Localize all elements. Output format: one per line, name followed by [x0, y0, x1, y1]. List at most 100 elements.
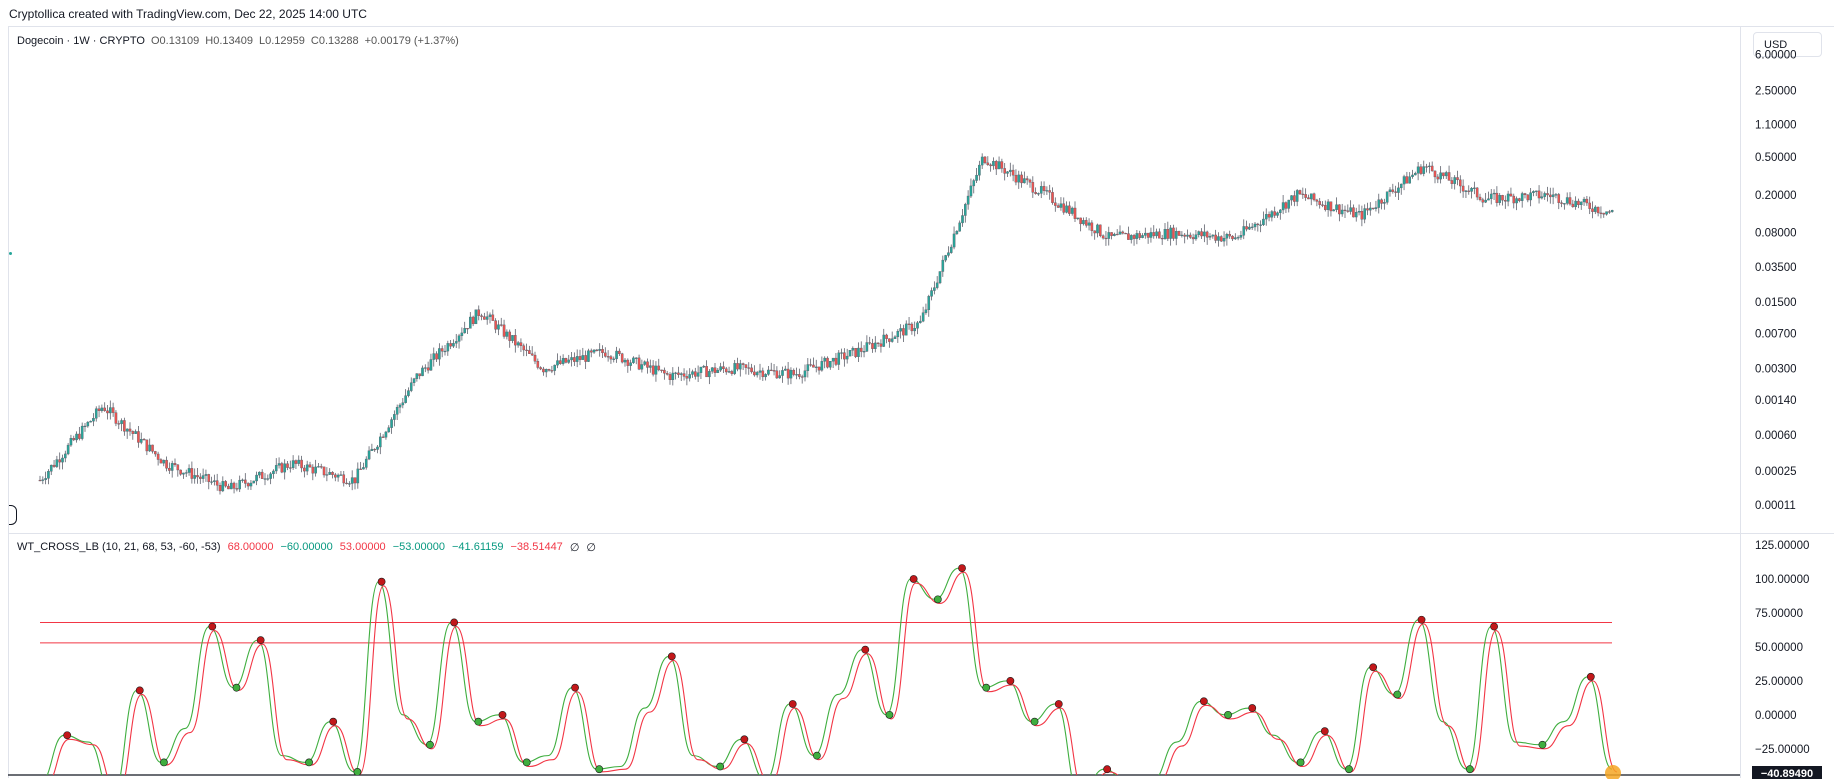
candle-body [634, 357, 638, 359]
pane-separator[interactable] [8, 533, 1834, 534]
candle-body [1591, 208, 1594, 212]
candle-body [471, 316, 475, 325]
candle-body [1020, 174, 1023, 184]
candle-body [784, 368, 787, 371]
candle-body [1211, 234, 1215, 237]
candle-body [1484, 199, 1487, 203]
candle-body [1225, 234, 1229, 239]
candle-body [761, 370, 765, 378]
candle-body [1349, 207, 1352, 212]
candle-body [921, 312, 925, 322]
candle-body [469, 316, 472, 329]
candle-body [1087, 222, 1091, 226]
candle-body [640, 364, 644, 370]
candle-body [744, 364, 748, 368]
candle-body [432, 353, 436, 360]
candle-body [1177, 231, 1181, 236]
cross-down-marker [1248, 704, 1257, 712]
candle-body [1180, 234, 1184, 236]
candle-body [1315, 199, 1319, 202]
cross-up-marker [1393, 690, 1402, 699]
candle-body [1532, 191, 1535, 193]
candle-body [1262, 218, 1265, 226]
candle-body [727, 371, 731, 373]
candle-body [263, 478, 267, 480]
candle-body [1456, 177, 1459, 181]
candle-body [1419, 166, 1423, 174]
candle-body [176, 464, 180, 471]
candle-body [252, 480, 256, 484]
candle-body [47, 471, 50, 479]
candle-body [508, 331, 511, 341]
close-value: C0.13288 [310, 35, 359, 47]
candle-body [952, 233, 956, 248]
candle-body [1551, 194, 1555, 198]
candle-body [716, 369, 720, 373]
candle-body [401, 402, 405, 406]
candle-body [83, 425, 87, 428]
candle-body [193, 475, 196, 479]
cross-down-marker [909, 575, 918, 583]
candle-body [620, 353, 624, 363]
candle-body [1242, 226, 1246, 236]
candle-body [1214, 234, 1217, 241]
candle-body [207, 474, 211, 483]
candle-body [483, 316, 486, 320]
candle-body [438, 348, 441, 360]
candle-body [679, 373, 683, 375]
candle-body [1596, 206, 1600, 214]
price-axis-tick-label: 0.03500 [1755, 262, 1797, 274]
candle-body [764, 374, 767, 378]
candle-body [139, 439, 143, 443]
candle-body [1267, 214, 1271, 218]
candle-body [55, 459, 59, 467]
candle-body [775, 370, 779, 379]
candle-body [1374, 207, 1378, 209]
cross-down-marker [450, 618, 459, 627]
candle-body [868, 342, 871, 344]
candle-body [542, 368, 545, 373]
candle-body [930, 290, 933, 297]
cross-up-marker [1538, 740, 1547, 749]
candle-body [404, 395, 407, 403]
candle-body [1599, 212, 1603, 214]
candle-body [601, 349, 604, 354]
candle-body [550, 370, 554, 372]
candle-body [1096, 224, 1099, 234]
candle-body [609, 356, 613, 360]
candle-body [722, 366, 725, 370]
cross-down-marker [256, 636, 265, 645]
currency-button[interactable]: USD [1753, 32, 1822, 57]
current-value-badge [1752, 766, 1822, 779]
candle-body [235, 488, 239, 490]
candle-body [1107, 232, 1111, 239]
candle-body [364, 458, 368, 468]
cross-down-marker [1006, 676, 1015, 685]
cross-up-marker [1296, 758, 1305, 767]
candle-body [1205, 231, 1209, 238]
candle-body [539, 367, 542, 370]
candle-body [1571, 203, 1575, 208]
candle-body [111, 407, 115, 413]
scroll-handle-icon[interactable] [9, 505, 17, 525]
candle-body [1554, 194, 1558, 196]
candle-body [1115, 233, 1119, 236]
indicator-name[interactable]: WT_CROSS_LB (10, 21, 68, 53, -60, -53) [17, 541, 221, 553]
price-axis-tick-label: 6.00000 [1755, 49, 1797, 61]
cross-down-marker [788, 700, 797, 708]
candle-body [117, 423, 121, 425]
symbol-label[interactable]: Dogecoin · 1W · CRYPTO [17, 35, 145, 47]
candle-body [800, 376, 804, 378]
cross-down-marker [135, 686, 144, 695]
price-axis-border [1740, 26, 1741, 778]
candle-body [61, 457, 64, 463]
candle-body [612, 358, 616, 360]
candle-body [1073, 207, 1077, 219]
candle-body [162, 459, 166, 464]
candle-body [322, 466, 326, 476]
candle-body [440, 348, 444, 352]
candle-body [989, 164, 992, 167]
candle-body [862, 351, 866, 353]
candle-body [876, 342, 880, 344]
